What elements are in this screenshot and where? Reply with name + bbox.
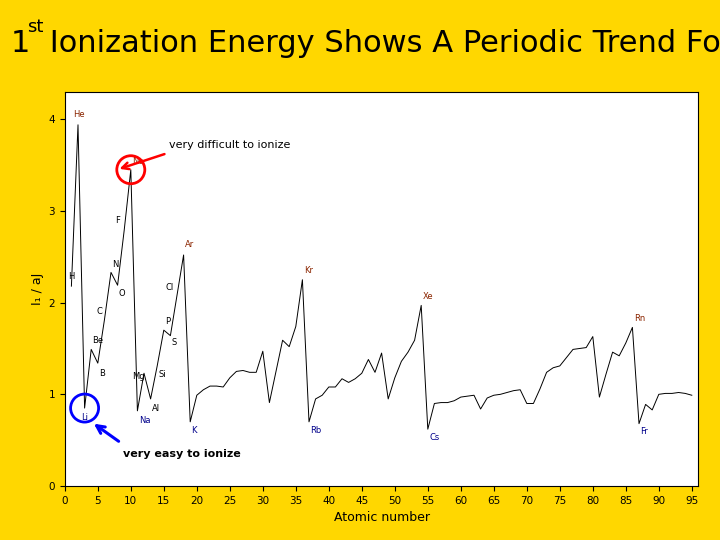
Text: Na: Na bbox=[139, 416, 150, 426]
Text: C: C bbox=[96, 307, 102, 316]
Text: N: N bbox=[112, 260, 119, 269]
Text: Ar: Ar bbox=[185, 240, 194, 249]
Text: H: H bbox=[68, 272, 74, 281]
Text: F: F bbox=[116, 215, 120, 225]
Text: Kr: Kr bbox=[304, 266, 312, 275]
Text: st: st bbox=[27, 18, 44, 36]
Text: P: P bbox=[165, 318, 170, 327]
Text: Cl: Cl bbox=[165, 282, 174, 292]
Text: K: K bbox=[192, 426, 197, 435]
Text: Mg: Mg bbox=[132, 372, 145, 381]
Text: Cs: Cs bbox=[429, 433, 439, 442]
X-axis label: Atomic number: Atomic number bbox=[333, 511, 430, 524]
Text: He: He bbox=[73, 110, 84, 119]
Text: Al: Al bbox=[152, 404, 160, 413]
Text: Fr: Fr bbox=[640, 428, 648, 436]
Text: Ne: Ne bbox=[132, 157, 144, 166]
Text: Si: Si bbox=[158, 370, 166, 379]
Text: S: S bbox=[171, 338, 177, 347]
Text: B: B bbox=[99, 369, 105, 378]
Text: Xe: Xe bbox=[423, 292, 433, 301]
Text: Li: Li bbox=[81, 413, 89, 422]
Text: Rb: Rb bbox=[310, 426, 322, 435]
Text: Be: Be bbox=[92, 336, 104, 345]
Text: 1: 1 bbox=[11, 29, 30, 58]
Text: O: O bbox=[119, 289, 125, 298]
Text: very difficult to ionize: very difficult to ionize bbox=[169, 139, 290, 150]
Y-axis label: I₁ / aJ: I₁ / aJ bbox=[31, 273, 45, 305]
Text: Ionization Energy Shows A Periodic Trend For T: Ionization Energy Shows A Periodic Trend… bbox=[40, 29, 720, 58]
Text: Rn: Rn bbox=[634, 314, 645, 323]
Text: very easy to ionize: very easy to ionize bbox=[123, 449, 240, 460]
